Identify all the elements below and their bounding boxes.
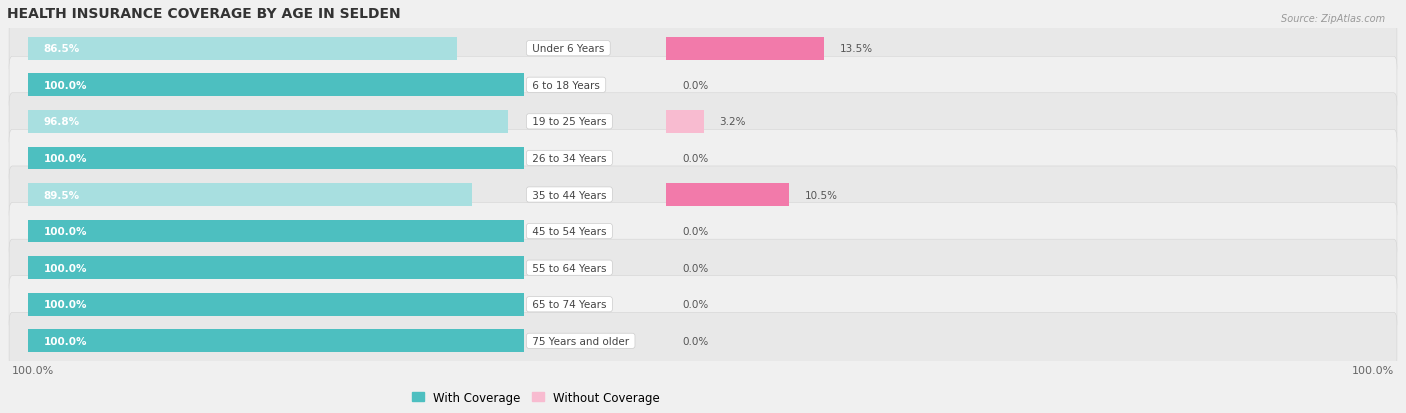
Text: Under 6 Years: Under 6 Years <box>529 44 607 54</box>
Bar <box>28 330 523 352</box>
Bar <box>28 38 457 60</box>
Text: 65 to 74 Years: 65 to 74 Years <box>529 299 610 309</box>
Text: 0.0%: 0.0% <box>682 336 709 346</box>
FancyBboxPatch shape <box>8 21 1398 78</box>
Bar <box>28 147 523 170</box>
Text: 0.0%: 0.0% <box>682 227 709 237</box>
Text: 3.2%: 3.2% <box>720 117 747 127</box>
Bar <box>666 184 789 206</box>
FancyBboxPatch shape <box>8 313 1398 370</box>
Text: 55 to 64 Years: 55 to 64 Years <box>529 263 610 273</box>
Text: 45 to 54 Years: 45 to 54 Years <box>529 227 610 237</box>
Text: 89.5%: 89.5% <box>44 190 80 200</box>
Bar <box>28 111 508 133</box>
Text: 35 to 44 Years: 35 to 44 Years <box>529 190 610 200</box>
Bar <box>28 293 523 316</box>
Text: Source: ZipAtlas.com: Source: ZipAtlas.com <box>1281 14 1385 24</box>
FancyBboxPatch shape <box>8 94 1398 150</box>
Bar <box>28 74 523 97</box>
Legend: With Coverage, Without Coverage: With Coverage, Without Coverage <box>406 386 665 408</box>
Text: 75 Years and older: 75 Years and older <box>529 336 633 346</box>
Text: 19 to 25 Years: 19 to 25 Years <box>529 117 610 127</box>
Text: 100.0%: 100.0% <box>1351 365 1393 375</box>
Text: 100.0%: 100.0% <box>44 336 87 346</box>
Text: 10.5%: 10.5% <box>806 190 838 200</box>
Text: 0.0%: 0.0% <box>682 81 709 90</box>
Bar <box>666 111 703 133</box>
FancyBboxPatch shape <box>8 57 1398 114</box>
Text: 100.0%: 100.0% <box>13 365 55 375</box>
Bar <box>666 38 824 60</box>
Text: 0.0%: 0.0% <box>682 263 709 273</box>
Text: 100.0%: 100.0% <box>44 81 87 90</box>
FancyBboxPatch shape <box>8 166 1398 223</box>
Bar <box>28 257 523 279</box>
Text: 100.0%: 100.0% <box>44 227 87 237</box>
FancyBboxPatch shape <box>8 276 1398 333</box>
Text: 86.5%: 86.5% <box>44 44 80 54</box>
FancyBboxPatch shape <box>8 240 1398 297</box>
Text: 13.5%: 13.5% <box>841 44 873 54</box>
Text: 100.0%: 100.0% <box>44 154 87 164</box>
Bar <box>28 220 523 243</box>
Text: 26 to 34 Years: 26 to 34 Years <box>529 154 610 164</box>
Text: 0.0%: 0.0% <box>682 154 709 164</box>
FancyBboxPatch shape <box>8 203 1398 260</box>
Text: 100.0%: 100.0% <box>44 299 87 309</box>
Text: 6 to 18 Years: 6 to 18 Years <box>529 81 603 90</box>
Bar <box>28 184 471 206</box>
Text: 100.0%: 100.0% <box>44 263 87 273</box>
Text: 0.0%: 0.0% <box>682 299 709 309</box>
FancyBboxPatch shape <box>8 130 1398 187</box>
Text: HEALTH INSURANCE COVERAGE BY AGE IN SELDEN: HEALTH INSURANCE COVERAGE BY AGE IN SELD… <box>7 7 401 21</box>
Text: 96.8%: 96.8% <box>44 117 80 127</box>
